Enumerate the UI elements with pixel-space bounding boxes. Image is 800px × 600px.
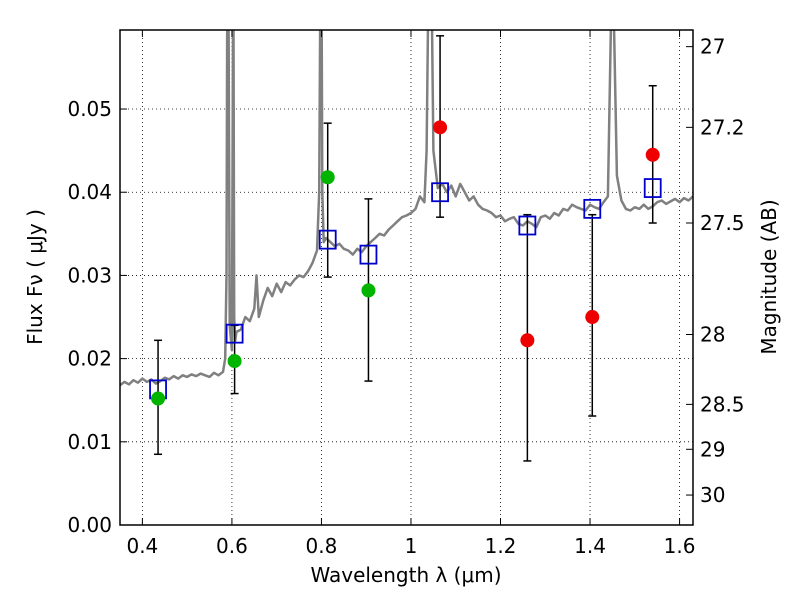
right-tick-label: 28 [700, 322, 725, 346]
y-tick-label: 0.00 [67, 513, 112, 537]
x-tick-label: 1.4 [574, 534, 606, 558]
x-axis-label: Wavelength λ (μm) [310, 563, 501, 587]
model-flux-marker [431, 182, 449, 203]
y-tick-label: 0.04 [67, 180, 112, 204]
right-tick-label: 30 [700, 483, 725, 507]
right-tick-label: 28.5 [700, 392, 745, 416]
model-flux-marker [518, 215, 537, 236]
model-flux-marker [643, 178, 662, 198]
spectrum-line [120, 30, 693, 387]
right-axis-label: Magnitude (AB) [757, 199, 781, 354]
y-tick-label: 0.02 [67, 347, 112, 371]
detection-point [151, 391, 166, 406]
y-tick-label: 0.03 [67, 263, 112, 287]
x-tick-label: 0.6 [216, 534, 248, 558]
model-flux-marker [318, 229, 337, 250]
nondetection-point [520, 333, 535, 348]
right-tick-label: 29 [700, 437, 725, 461]
right-axis-ticks: 27 27.2 27.5 28 28.5 29 30 [686, 35, 745, 507]
plot-frame [119, 29, 694, 526]
model-flux-marker [583, 198, 602, 219]
x-tick-label: 1.6 [664, 534, 696, 558]
nondetection-point [645, 147, 660, 162]
marker-layer [149, 120, 662, 406]
y-tick-label: 0.05 [67, 97, 112, 121]
right-tick-label: 27 [700, 35, 725, 59]
y-axis-label: Flux Fν ( μJy ) [23, 209, 47, 345]
nondetection-point [433, 120, 448, 135]
nondetection-point [585, 310, 600, 325]
detection-point [361, 283, 376, 298]
x-tick-label: 0.4 [126, 534, 158, 558]
model-flux-marker [359, 244, 378, 265]
right-tick-label: 27.2 [700, 115, 745, 139]
y-tick-label: 0.01 [67, 430, 112, 454]
x-tick-label: 0.8 [306, 534, 338, 558]
right-tick-label: 27.5 [700, 211, 745, 235]
detection-point [320, 170, 335, 185]
detection-point [227, 354, 242, 369]
model-flux-marker [225, 323, 244, 344]
grid-lines [120, 30, 693, 526]
plot-area [120, 30, 693, 525]
spectrum-layer [120, 30, 693, 387]
x-tick-label: 1.2 [485, 534, 517, 558]
y-axis-ticks: 0.00 0.01 0.02 0.03 0.04 0.05 [67, 97, 127, 537]
x-tick-label: 1 [405, 534, 418, 558]
x-axis-ticks: 0.4 0.6 0.8 1 1.2 1.4 1.6 [126, 30, 695, 558]
